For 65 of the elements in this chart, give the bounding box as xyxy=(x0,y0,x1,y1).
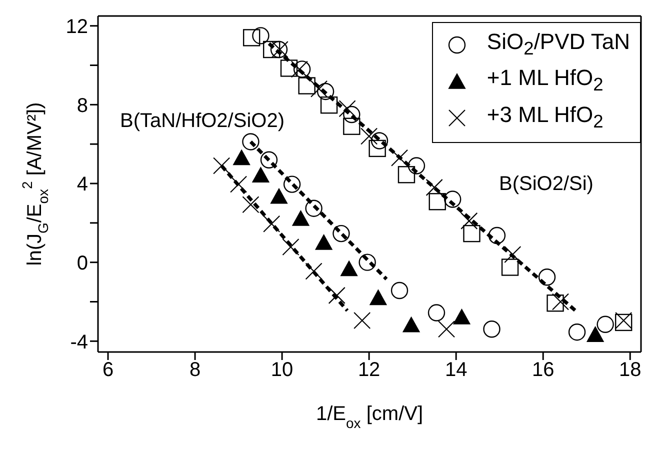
x-tick-label: 12 xyxy=(358,359,380,382)
point xyxy=(408,157,426,174)
x-tick-label: 18 xyxy=(619,359,642,382)
point xyxy=(488,226,506,244)
x-tick-label: 6 xyxy=(102,359,114,382)
x-tick-label: 10 xyxy=(270,359,294,382)
point xyxy=(316,82,334,100)
point xyxy=(586,326,604,342)
point xyxy=(263,40,280,58)
point xyxy=(596,316,614,334)
point xyxy=(358,254,376,271)
point xyxy=(298,77,316,94)
legend-label: SiO$_{2}$/PVD TaN xyxy=(486,28,630,60)
point xyxy=(428,193,446,210)
point xyxy=(328,286,346,304)
point xyxy=(402,316,420,332)
point xyxy=(354,312,371,330)
y-tick-label: 0 xyxy=(76,252,88,274)
point xyxy=(252,167,270,183)
x-axis-title: 1/E$_{ox}$ [cm/V] xyxy=(316,403,424,431)
y-tick-label: -4 xyxy=(70,331,88,354)
point xyxy=(370,290,387,306)
point xyxy=(343,106,360,124)
point xyxy=(368,140,386,158)
point xyxy=(242,196,260,214)
point xyxy=(398,166,416,184)
annotation: B(TaN/HfO2/SiO2) xyxy=(120,110,284,133)
point xyxy=(460,212,478,230)
point xyxy=(546,294,564,312)
point xyxy=(463,224,480,242)
point xyxy=(260,151,278,168)
point xyxy=(390,282,408,300)
x-tick-label: 14 xyxy=(444,359,468,382)
y-tick-label: 4 xyxy=(76,174,88,196)
x-tick-label: 8 xyxy=(189,359,201,382)
point xyxy=(270,188,288,204)
annotation: B(SiO2/Si) xyxy=(499,173,594,196)
point xyxy=(370,132,388,150)
point xyxy=(332,224,350,242)
point xyxy=(320,96,338,114)
point xyxy=(292,210,310,226)
y-tick-label: 8 xyxy=(76,94,88,117)
point xyxy=(568,323,586,341)
point xyxy=(280,60,298,77)
point xyxy=(242,29,260,46)
point xyxy=(293,60,311,78)
point xyxy=(501,258,519,276)
point xyxy=(233,150,250,166)
point xyxy=(242,133,260,150)
point xyxy=(252,27,270,44)
point xyxy=(283,176,301,193)
legend-label: +3 ML HfO$_{2}$ xyxy=(486,100,604,134)
point xyxy=(444,190,462,208)
point xyxy=(305,200,322,217)
point xyxy=(483,320,500,338)
y-tick-label: 12 xyxy=(66,16,88,38)
point xyxy=(438,320,456,338)
point xyxy=(453,309,470,324)
point xyxy=(315,234,332,250)
point xyxy=(428,304,446,322)
point xyxy=(538,268,556,286)
point xyxy=(343,118,360,135)
legend-label: +1 ML HfO$_{2}$ xyxy=(486,64,604,97)
point xyxy=(340,260,358,276)
x-tick-label: 16 xyxy=(532,359,554,382)
